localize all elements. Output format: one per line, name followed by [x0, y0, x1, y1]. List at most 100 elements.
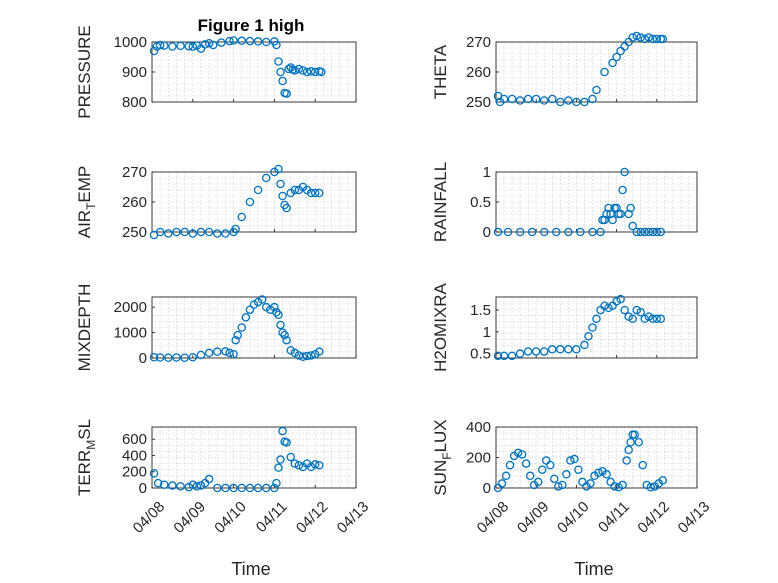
y-label-tail: LUX	[431, 419, 450, 452]
data-point	[552, 227, 561, 237]
data-point	[646, 482, 656, 492]
data-point	[564, 96, 573, 105]
y-axis-label: AIRTEMP	[75, 166, 98, 239]
data-point	[572, 97, 581, 107]
data-point	[298, 66, 308, 75]
data-point	[184, 41, 193, 51]
data-point	[539, 96, 549, 105]
subplot-4: 0 0.5 1 RAINFALL	[431, 162, 698, 242]
data-point	[272, 478, 281, 488]
data-point	[624, 445, 633, 455]
data-point	[656, 314, 666, 324]
data-point	[505, 460, 515, 470]
data-point	[507, 351, 517, 361]
data-point	[315, 188, 324, 198]
data-point	[188, 42, 198, 52]
x-tick-label: 04/13	[334, 498, 373, 537]
data-point	[270, 483, 279, 493]
data-point	[580, 97, 589, 107]
data-point	[564, 227, 573, 237]
y-tick-label: 250	[466, 94, 491, 111]
data-point	[618, 480, 627, 490]
data-point	[616, 209, 625, 219]
y-tick-label: 1000	[114, 34, 147, 51]
data-point	[521, 459, 531, 468]
subplot-1: 800 900 1000 PRESSURE	[75, 25, 357, 119]
data-point	[580, 340, 589, 350]
data-point	[507, 94, 517, 104]
data-point	[554, 482, 563, 491]
data-point	[624, 312, 633, 321]
data-point	[159, 480, 169, 489]
data-point	[584, 331, 593, 341]
data-point	[204, 38, 214, 48]
y-tick-label: 0.5	[470, 346, 491, 363]
data-point	[628, 33, 637, 42]
data-point	[626, 203, 635, 213]
y-label-subscript: M	[84, 440, 98, 450]
y-tick-label: 270	[122, 164, 147, 181]
data-point	[172, 353, 181, 362]
data-point	[159, 41, 169, 50]
y-tick-label: 600	[122, 431, 147, 448]
data-point	[196, 227, 206, 237]
data-point	[278, 191, 287, 201]
data-point	[204, 348, 214, 358]
data-point	[253, 185, 263, 195]
data-point	[168, 481, 177, 490]
data-point	[282, 203, 291, 213]
data-point	[231, 224, 240, 234]
y-axis-label: H2OMIXRA	[431, 282, 450, 371]
data-point	[310, 188, 320, 198]
data-point	[253, 37, 263, 46]
y-tick-label: 800	[122, 94, 147, 111]
data-point	[658, 476, 668, 485]
data-point	[276, 320, 285, 330]
data-point	[208, 40, 218, 50]
data-point	[196, 350, 206, 360]
data-point	[294, 351, 304, 360]
y-tick-label: 270	[466, 34, 491, 51]
y-label-tail: EMP	[75, 166, 94, 203]
data-point	[290, 185, 300, 195]
data-point	[306, 351, 316, 360]
data-point	[630, 430, 639, 439]
x-tick-label: 04/12	[634, 498, 673, 537]
y-tick-label: 1.5	[470, 302, 491, 319]
x-tick-label: 04/09	[170, 498, 209, 537]
data-point	[556, 97, 565, 107]
data-point	[188, 480, 198, 489]
data-point	[233, 330, 242, 340]
data-point	[531, 347, 541, 356]
data-point	[278, 76, 287, 86]
data-point	[315, 347, 324, 356]
axes-box	[495, 171, 698, 233]
data-point	[172, 227, 181, 237]
y-tick-label: 0	[139, 480, 147, 497]
data-point	[636, 227, 645, 237]
y-label-main: THETA	[431, 44, 450, 99]
data-point	[632, 31, 641, 41]
y-tick-label: 0	[139, 350, 147, 367]
data-point	[556, 345, 565, 354]
data-point	[588, 94, 597, 104]
data-point	[274, 164, 283, 174]
subplot-6: 0.5 1 1.5 H2OMIXRA	[431, 282, 698, 372]
data-point	[648, 227, 658, 237]
subplot-3: 250 260 270 AIRTEMP	[75, 164, 357, 241]
data-point	[652, 34, 662, 44]
data-point	[149, 469, 159, 478]
x-tick-label: 04/08	[474, 498, 513, 537]
data-point	[644, 227, 654, 237]
data-point	[546, 460, 555, 470]
data-point	[539, 227, 549, 237]
data-point	[574, 465, 583, 474]
data-point	[315, 460, 324, 470]
x-tick-label: 04/08	[130, 498, 169, 537]
data-point	[229, 483, 238, 493]
data-point	[276, 179, 285, 189]
data-point	[600, 67, 609, 77]
y-tick-label: 1	[483, 164, 491, 181]
data-point	[652, 314, 662, 324]
